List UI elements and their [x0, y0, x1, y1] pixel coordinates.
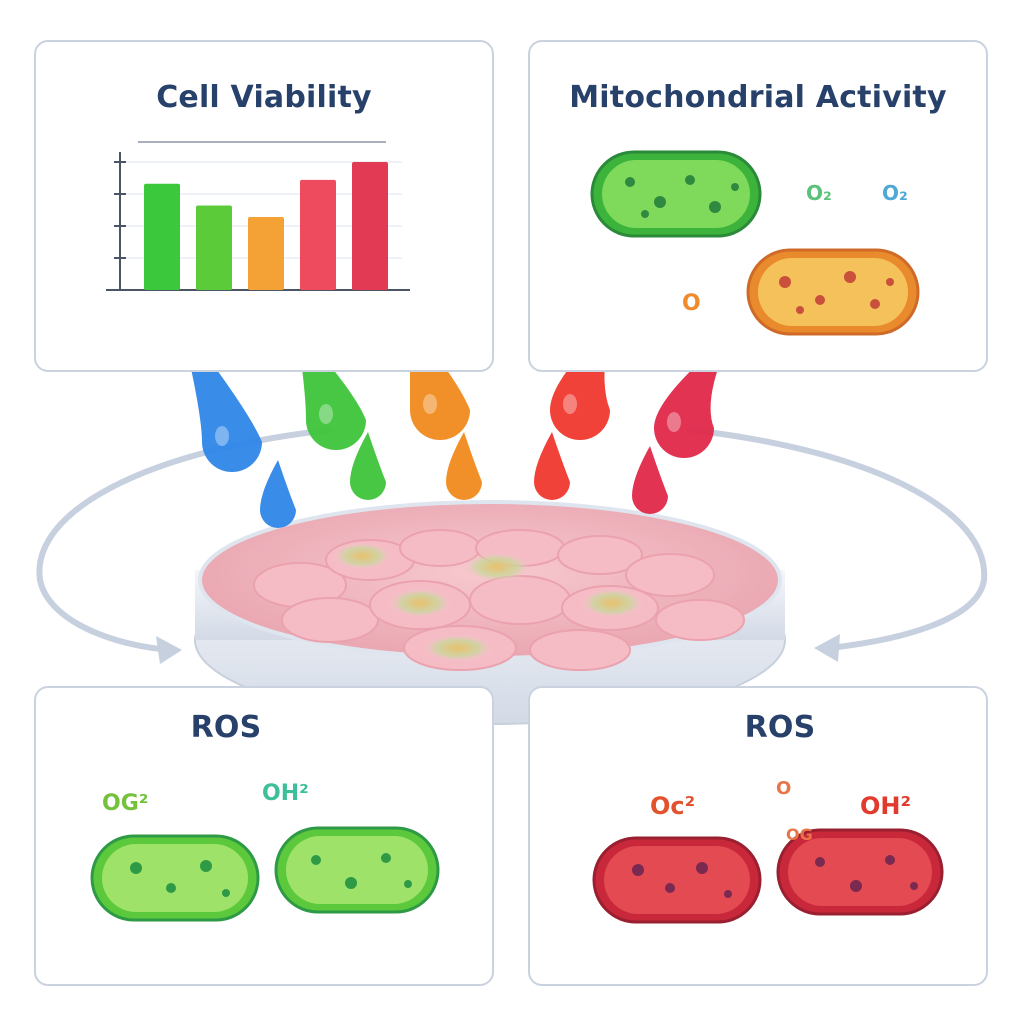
ros-right-mito-1 — [592, 836, 762, 924]
cell-viability-panel: Cell Viability — [34, 40, 494, 372]
cycle-arrow-right — [687, 427, 988, 651]
mito-label-1: O₂ — [806, 181, 832, 205]
bar-3 — [248, 217, 284, 290]
bar-5 — [352, 162, 388, 290]
droplet-small-4 — [534, 432, 570, 500]
ros-panel-right: ROS Oc² OH² OG O — [528, 686, 988, 986]
droplet-highlight — [215, 426, 229, 446]
droplet-small-2 — [350, 432, 386, 500]
arrow-head-right — [814, 634, 840, 662]
ros-right-label-2: OH² — [860, 792, 911, 820]
ros-left-label-2: OH² — [262, 781, 309, 806]
mitochondrion-orange — [746, 248, 920, 336]
ros-left-mito-1 — [90, 834, 260, 922]
droplet-highlight — [563, 394, 577, 414]
ros-right-title: ROS — [744, 710, 816, 745]
ros-left-mito-2 — [274, 826, 440, 914]
arrow-heads — [156, 634, 840, 664]
arrow-head-left — [156, 636, 182, 664]
droplet-small-5 — [632, 446, 668, 514]
droplet-highlight — [423, 394, 437, 414]
ros-right-label-1: Oc² — [650, 792, 695, 820]
droplet-small-1 — [260, 460, 296, 528]
cycle-arrow-left — [36, 427, 333, 653]
petri-dish — [194, 500, 786, 725]
droplet-small-3 — [446, 432, 482, 500]
ros-right-illustration: Oc² OH² OG O — [592, 778, 944, 924]
mitochondrial-activity-title: Mitochondrial Activity — [569, 80, 947, 115]
bar-1 — [144, 183, 180, 290]
mitochondrion-green — [590, 150, 762, 238]
ros-right-label-4: O — [776, 778, 791, 799]
chart-y-ticks — [114, 161, 126, 259]
mito-label-2: O₂ — [882, 181, 908, 205]
mito-label-3: O — [682, 291, 701, 316]
cycle-arrows — [36, 427, 988, 653]
stained-nuclei — [332, 542, 644, 662]
droplet-highlight — [319, 404, 333, 424]
ros-left-illustration: OG² OH² — [90, 781, 440, 922]
cell-viability-chart — [106, 141, 410, 291]
bar-4 — [300, 179, 336, 290]
ros-left-label-1: OG² — [102, 791, 148, 816]
droplet-highlight — [667, 412, 681, 432]
bar-2 — [196, 205, 232, 290]
ros-right-label-3: OG — [786, 825, 813, 844]
ros-panel-left: ROS OG² OH² — [34, 686, 494, 986]
mitochondrial-activity-panel: Mitochondrial Activity O₂ O₂ O — [528, 40, 988, 372]
mitochondria-illustration: O₂ O₂ O — [590, 150, 920, 336]
chart-bars — [144, 162, 388, 290]
ros-left-title: ROS — [190, 710, 262, 745]
ros-right-mito-2 — [776, 828, 944, 916]
cell-viability-title: Cell Viability — [156, 80, 372, 115]
